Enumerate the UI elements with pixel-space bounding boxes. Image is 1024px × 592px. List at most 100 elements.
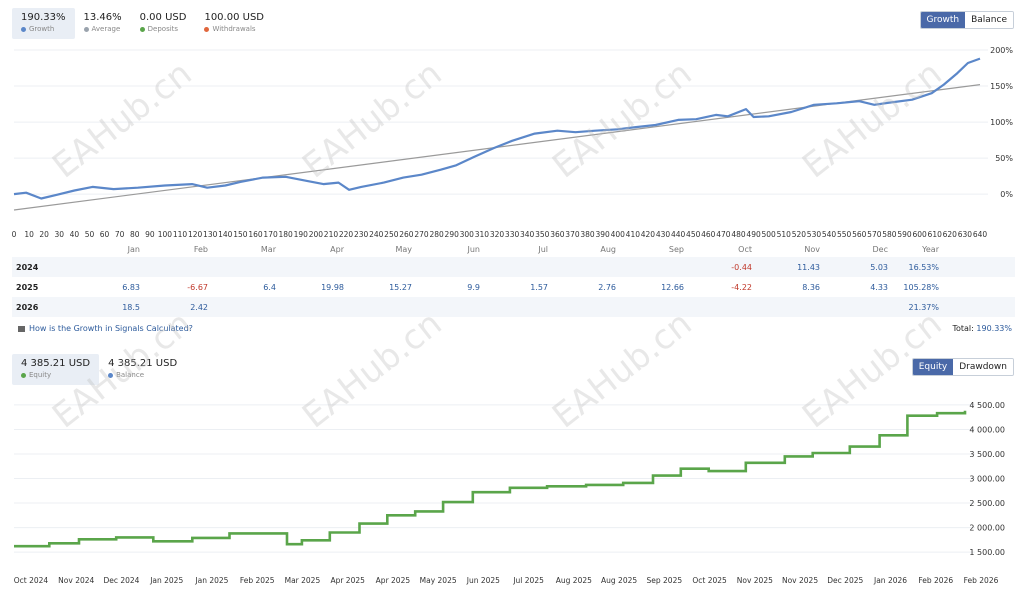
table-cell: 8.36 [802, 282, 820, 292]
table-cell: 18.5 [122, 302, 140, 312]
x-tick-label: 370 [565, 230, 580, 239]
x-tick-label: 520 [792, 230, 807, 239]
x-tick-label: 40 [70, 230, 80, 239]
table-header-month: Mar [260, 244, 276, 254]
y-tick-label: 0% [1000, 190, 1013, 199]
x-tick-label: 580 [882, 230, 897, 239]
stat-average[interactable]: 13.46% Average [75, 8, 131, 39]
table-cell: 12.66 [661, 282, 684, 292]
table-header-month: Nov [804, 244, 820, 254]
table-cell: 9.9 [467, 282, 480, 292]
x-tick-label: 490 [746, 230, 761, 239]
y-tick-label: 3 500.00 [969, 450, 1005, 459]
stat-withdrawals[interactable]: 100.00 USD Withdrawals [195, 8, 273, 39]
x-tick-label: Oct 2024 [14, 576, 49, 585]
stat-balance[interactable]: 4 385.21 USD Balance [99, 354, 186, 385]
x-tick-label: 30 [55, 230, 65, 239]
x-tick-label: 400 [611, 230, 626, 239]
stat-withdrawals-value: 100.00 USD [204, 12, 264, 23]
y-tick-label: 3 000.00 [969, 475, 1005, 484]
table-header-month: Jun [467, 244, 481, 254]
y-tick-label: 200% [990, 46, 1013, 55]
x-tick-label: 330 [505, 230, 520, 239]
equity-tab-button[interactable]: Equity [912, 359, 954, 375]
x-tick-label: 470 [716, 230, 731, 239]
stat-average-value: 13.46% [83, 12, 122, 23]
x-tick-label: Jun 2025 [466, 576, 500, 585]
stat-deposits[interactable]: 0.00 USD Deposits [131, 8, 196, 39]
x-tick-label: Nov 2025 [782, 576, 818, 585]
x-tick-label: 610 [928, 230, 943, 239]
x-tick-label: Feb 2025 [240, 576, 275, 585]
growth-line [13, 57, 981, 200]
x-tick-label: 260 [399, 230, 414, 239]
table-row-year: 2024 [16, 262, 39, 272]
x-tick-label: 300 [460, 230, 475, 239]
x-tick-label: 540 [822, 230, 837, 239]
growth-help-link[interactable]: How is the Growth in Signals Calculated? [18, 324, 193, 333]
table-row-total: 105.28% [903, 282, 939, 292]
table-cell: 11.43 [797, 262, 820, 272]
table-header-month: Sep [668, 244, 684, 254]
table-row: 2024 -0.44 11.43 5.03 16.53% [12, 257, 1015, 277]
drawdown-tab-button[interactable]: Drawdown [953, 359, 1013, 375]
stat-equity[interactable]: 4 385.21 USD Equity [12, 354, 100, 385]
x-tick-label: Jan 2025 [149, 576, 183, 585]
equity-drawdown-toggle: Equity Drawdown [911, 358, 1014, 376]
stat-growth[interactable]: 190.33% Growth [12, 8, 75, 39]
equity-line [14, 410, 967, 548]
table-header-month: Aug [600, 244, 616, 254]
x-tick-label: Jan 2026 [873, 576, 907, 585]
x-tick-label: 130 [203, 230, 218, 239]
table-cell: -4.22 [731, 282, 752, 292]
growth-chart: 200% 150% 100% 50% 0% 0 10 20 30 40 50 60 70 80 90 100… [12, 46, 1014, 239]
stat-deposits-label: Deposits [147, 25, 179, 33]
legend-dot-icon [204, 26, 210, 32]
x-tick-label: Apr 2025 [330, 576, 365, 585]
table-header-month: Feb [193, 244, 208, 254]
x-tick-label: 20 [39, 230, 49, 239]
legend-dot-icon [21, 372, 26, 378]
x-tick-label: 630 [958, 230, 973, 239]
table-cell: 6.4 [263, 282, 276, 292]
x-tick-label: 180 [279, 230, 294, 239]
stat-balance-label: Balance [116, 371, 144, 379]
y-tick-label: 2 000.00 [969, 524, 1005, 533]
table-cell: 19.98 [321, 282, 344, 292]
x-tick-label: 50 [85, 230, 95, 239]
table-header-month: Dec [872, 244, 888, 254]
x-tick-label: 340 [520, 230, 535, 239]
table-header-month: Apr [330, 244, 344, 254]
x-tick-label: 570 [867, 230, 882, 239]
balance-tab-button[interactable]: Balance [965, 12, 1013, 28]
x-tick-label: 200 [309, 230, 324, 239]
x-tick-label: 620 [943, 230, 958, 239]
x-tick-label: Aug 2025 [556, 576, 592, 585]
x-tick-label: 350 [535, 230, 550, 239]
legend-dot-icon [108, 372, 114, 378]
total-value: 190.33% [976, 324, 1012, 333]
x-tick-label: 10 [24, 230, 34, 239]
y-tick-label: 50% [995, 154, 1013, 163]
growth-tab-button[interactable]: Growth [920, 12, 966, 28]
table-header-month: Oct [738, 244, 752, 254]
x-tick-label: 80 [130, 230, 140, 239]
x-tick-label: Jul 2025 [512, 576, 544, 585]
y-tick-label: 4 500.00 [969, 401, 1005, 410]
stat-deposits-value: 0.00 USD [139, 12, 187, 23]
table-row: 2026 18.5 2.42 21.37% [12, 297, 1015, 317]
stat-equity-label: Equity [29, 371, 52, 379]
x-tick-label: 380 [580, 230, 595, 239]
x-tick-label: Feb 2026 [918, 576, 953, 585]
x-tick-label: 120 [188, 230, 203, 239]
table-row-year: 2026 [16, 302, 39, 312]
x-tick-label: 600 [912, 230, 927, 239]
growth-balance-toggle: Growth Balance [919, 11, 1014, 29]
x-tick-label: 290 [445, 230, 460, 239]
stat-growth-label: Growth [29, 25, 55, 33]
stat-withdrawals-label: Withdrawals [212, 25, 256, 33]
legend-dot-icon [139, 26, 145, 32]
x-tick-label: 140 [218, 230, 233, 239]
calculator-icon [18, 325, 25, 332]
y-tick-label: 150% [990, 82, 1013, 91]
